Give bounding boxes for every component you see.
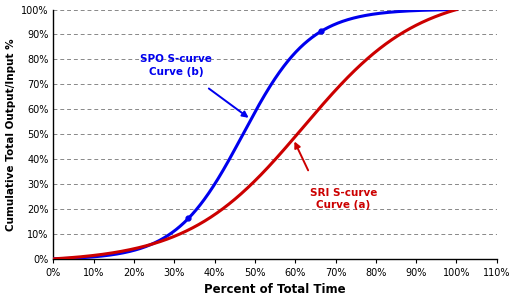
Text: SRI S-curve
Curve (a): SRI S-curve Curve (a) xyxy=(310,188,377,210)
Text: SPO S-curve
Curve (b): SPO S-curve Curve (b) xyxy=(140,54,212,77)
Y-axis label: Cumulative Total Output/Input %: Cumulative Total Output/Input % xyxy=(6,38,15,230)
X-axis label: Percent of Total Time: Percent of Total Time xyxy=(204,284,346,297)
